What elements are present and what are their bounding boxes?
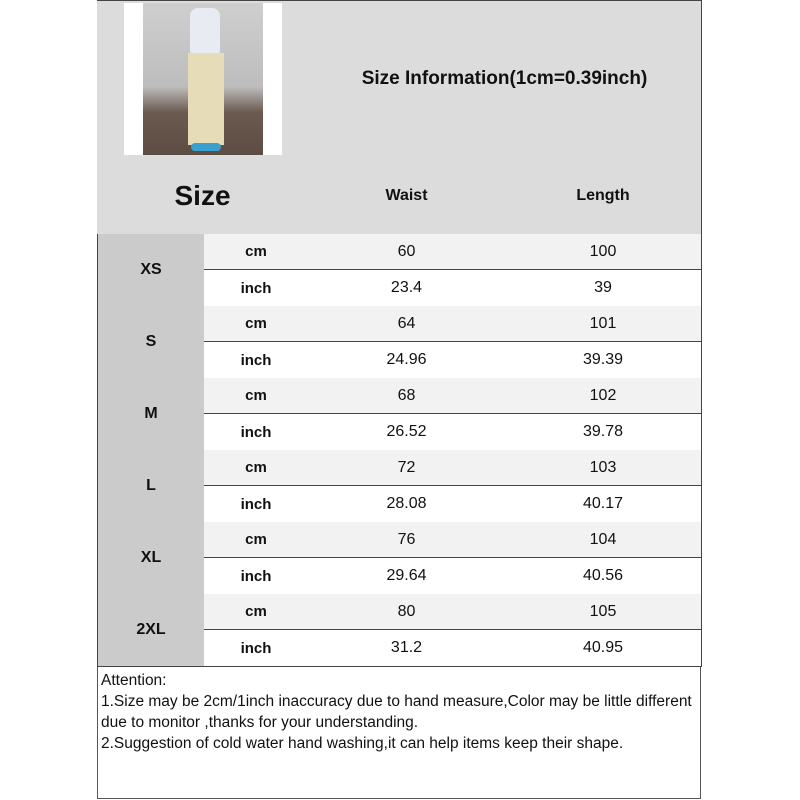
- size-label: 2XL: [97, 594, 205, 667]
- chart-title: Size Information(1cm=0.39inch): [308, 0, 702, 158]
- waist-value: 23.4: [308, 270, 506, 307]
- length-value: 104: [505, 522, 702, 558]
- waist-value: 76: [308, 522, 506, 558]
- waist-value: 80: [308, 594, 506, 630]
- length-value: 100: [505, 234, 702, 270]
- unit-label: cm: [204, 234, 309, 270]
- waist-value: 29.64: [308, 558, 506, 595]
- unit-label: inch: [204, 270, 309, 307]
- length-value: 39: [505, 270, 702, 307]
- size-label: M: [97, 378, 205, 451]
- size-label: XL: [97, 522, 205, 595]
- length-value: 40.56: [505, 558, 702, 595]
- unit-label: inch: [204, 486, 309, 523]
- waist-value: 31.2: [308, 630, 506, 667]
- size-label: L: [97, 450, 205, 523]
- header-waist: Waist: [308, 157, 506, 235]
- unit-label: cm: [204, 378, 309, 414]
- waist-value: 26.52: [308, 414, 506, 451]
- length-value: 39.39: [505, 342, 702, 379]
- size-label: XS: [97, 234, 205, 307]
- waist-value: 64: [308, 306, 506, 342]
- attention-line-1: 1.Size may be 2cm/1inch inaccuracy due t…: [101, 693, 692, 731]
- length-value: 40.17: [505, 486, 702, 523]
- header-length: Length: [505, 157, 702, 235]
- attention-heading: Attention:: [101, 672, 167, 689]
- unit-label: cm: [204, 594, 309, 630]
- length-value: 103: [505, 450, 702, 486]
- unit-label: inch: [204, 342, 309, 379]
- length-value: 40.95: [505, 630, 702, 667]
- unit-label: inch: [204, 558, 309, 595]
- length-value: 102: [505, 378, 702, 414]
- unit-label: inch: [204, 630, 309, 667]
- unit-label: cm: [204, 450, 309, 486]
- waist-value: 24.96: [308, 342, 506, 379]
- header-size: Size: [97, 157, 309, 235]
- waist-value: 72: [308, 450, 506, 486]
- waist-value: 60: [308, 234, 506, 270]
- length-value: 39.78: [505, 414, 702, 451]
- unit-label: cm: [204, 306, 309, 342]
- length-value: 105: [505, 594, 702, 630]
- attention-line-2: 2.Suggestion of cold water hand washing,…: [101, 735, 624, 752]
- waist-value: 68: [308, 378, 506, 414]
- waist-value: 28.08: [308, 486, 506, 523]
- size-label: S: [97, 306, 205, 379]
- product-photo: [124, 3, 282, 155]
- unit-label: cm: [204, 522, 309, 558]
- length-value: 101: [505, 306, 702, 342]
- attention-notes: Attention: 1.Size may be 2cm/1inch inacc…: [98, 666, 700, 798]
- unit-label: inch: [204, 414, 309, 451]
